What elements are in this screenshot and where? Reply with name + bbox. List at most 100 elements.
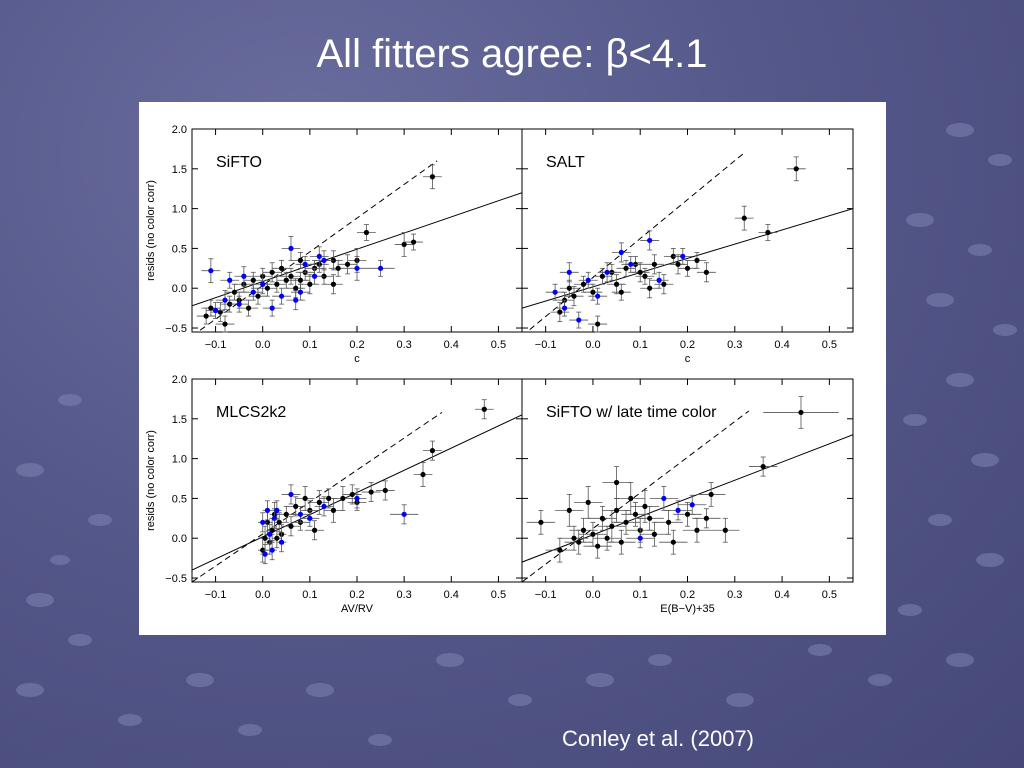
data-point: [262, 551, 268, 557]
reference-line: [522, 410, 750, 582]
data-point: [741, 215, 747, 221]
x-tick-label: 0.3: [727, 339, 742, 351]
y-axis-label: resids (no color corr): [145, 430, 157, 531]
data-point: [222, 321, 228, 327]
data-point: [293, 285, 299, 291]
data-point: [637, 535, 643, 541]
data-point: [703, 515, 710, 521]
data-point: [297, 257, 304, 263]
data-point: [363, 229, 370, 236]
data-point: [316, 253, 322, 259]
data-point: [703, 269, 710, 275]
data-point: [245, 305, 252, 311]
x-tick-label: 0.4: [444, 589, 459, 601]
data-point: [604, 535, 610, 541]
data-point: [264, 507, 271, 513]
data-point: [623, 519, 629, 525]
data-point: [227, 277, 233, 283]
data-point: [321, 257, 327, 263]
x-tick-label: 0.0: [255, 589, 270, 601]
data-point: [260, 281, 266, 287]
fit-line: [522, 434, 853, 563]
data-point: [675, 507, 681, 513]
data-point: [722, 527, 728, 533]
reference-line: [196, 160, 438, 332]
data-point: [798, 409, 804, 416]
data-point: [241, 273, 247, 279]
data-point: [566, 285, 572, 291]
data-point: [689, 502, 695, 508]
data-point: [637, 269, 643, 275]
data-point: [561, 305, 568, 311]
data-point: [595, 543, 601, 549]
data-point: [618, 249, 624, 255]
data-point: [330, 507, 337, 513]
data-point: [354, 495, 360, 502]
y-tick-label: 1.5: [172, 164, 187, 176]
y-tick-label: 0.5: [172, 243, 187, 255]
data-point: [368, 489, 374, 495]
data-point: [585, 499, 591, 505]
data-point: [311, 273, 318, 279]
data-point: [694, 257, 700, 263]
figure-panel: −0.1 0.0 0.1 0.2 0.3 0.4 0.5 2.0 1.5 1.0 0.5 0.0 −0.…: [139, 102, 886, 635]
data-point: [344, 261, 351, 267]
data-point: [269, 527, 275, 533]
panel-label: SALT: [546, 154, 585, 171]
data-point: [288, 245, 294, 252]
x-tick-label: −0.1: [205, 339, 227, 351]
data-point: [250, 289, 256, 295]
y-tick-label: 0.5: [172, 493, 187, 505]
x-axis-label: AV/RV: [341, 603, 374, 615]
data-point: [651, 261, 658, 267]
data-point: [760, 463, 766, 470]
data-point: [694, 527, 700, 533]
x-tick-label: 0.1: [633, 589, 648, 601]
data-point: [267, 531, 273, 537]
data-point: [297, 277, 304, 283]
data-point: [420, 471, 426, 478]
data-point: [595, 321, 601, 327]
y-tick-label: −0.5: [165, 573, 187, 585]
data-point: [576, 539, 582, 545]
reference-line: [526, 152, 745, 332]
data-point: [599, 515, 605, 521]
panel-label: SiFTO w/ late time color: [546, 404, 717, 421]
y-tick-label: 1.5: [172, 414, 187, 426]
data-point: [595, 293, 601, 299]
data-point: [642, 503, 648, 509]
panel-label: MLCS2k2: [216, 404, 286, 421]
data-point: [566, 507, 572, 513]
data-point: [269, 305, 275, 311]
data-point: [316, 499, 322, 505]
data-point: [557, 547, 563, 553]
x-tick-label: 0.4: [444, 339, 459, 351]
data-point: [330, 281, 337, 287]
data-point: [307, 515, 313, 521]
data-point: [538, 519, 544, 525]
data-point: [675, 261, 681, 267]
y-tick-label: 0.0: [172, 283, 187, 295]
y-axis-label: resids (no color corr): [145, 180, 157, 281]
data-point: [264, 285, 271, 291]
data-point: [609, 523, 615, 529]
data-point: [481, 406, 487, 412]
data-point: [618, 539, 624, 545]
x-tick-label: 0.0: [255, 339, 270, 351]
data-point: [642, 273, 648, 279]
x-tick-label: 0.2: [349, 339, 364, 351]
data-point: [354, 265, 360, 271]
x-axis-label: c: [685, 353, 691, 365]
data-point: [293, 503, 299, 509]
data-point: [557, 309, 563, 315]
data-point: [580, 527, 587, 533]
data-point: [269, 269, 275, 275]
data-point: [260, 519, 266, 525]
data-point: [203, 313, 209, 319]
data-point: [618, 289, 624, 295]
data-point: [208, 305, 214, 311]
x-axis-label: E(B−V)+35: [660, 603, 714, 615]
data-point: [613, 479, 620, 486]
data-point: [250, 277, 256, 283]
